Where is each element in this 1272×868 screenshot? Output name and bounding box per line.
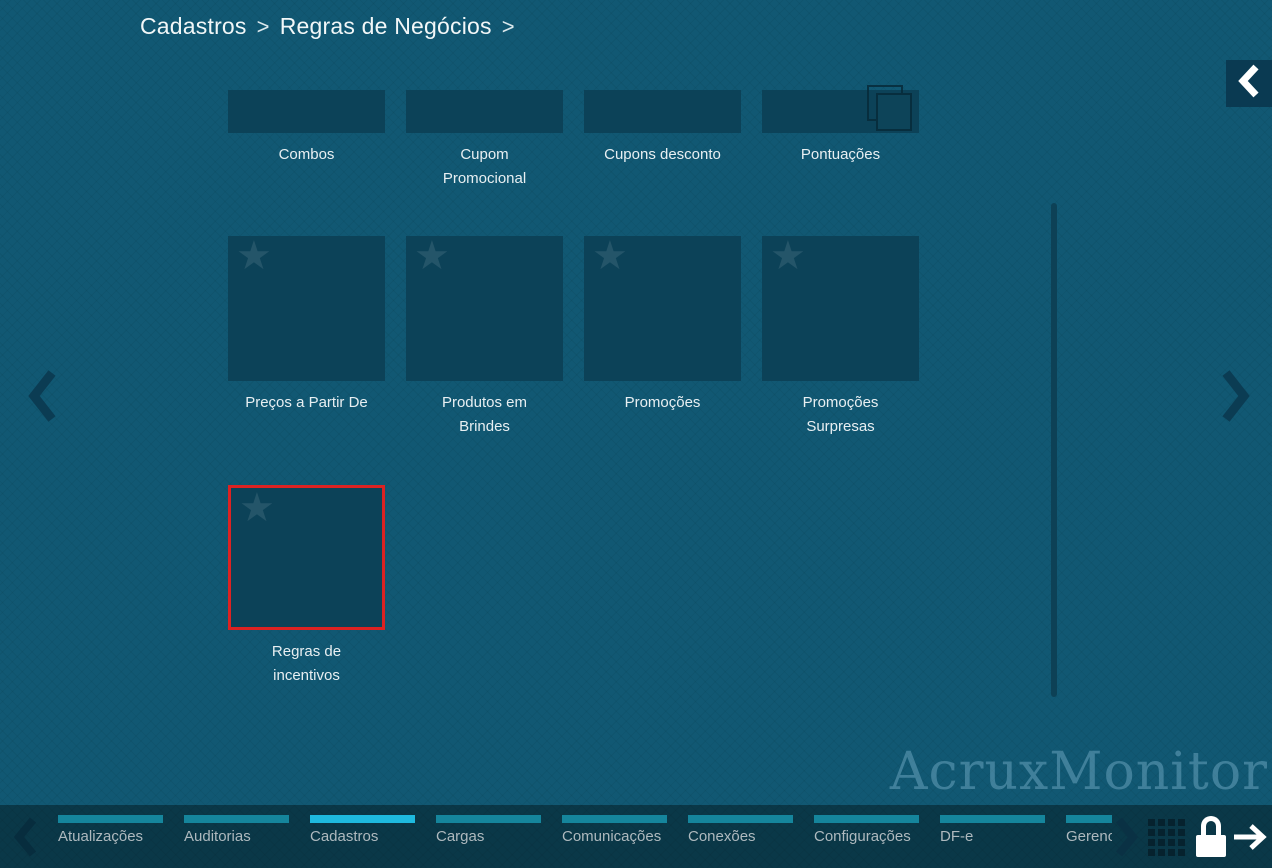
tab-gerenc-clipped[interactable]: Gerenc <box>1066 815 1112 845</box>
tab-label: Conexões <box>688 828 756 845</box>
tab-label: Configurações <box>814 828 911 845</box>
breadcrumb-item-cadastros[interactable]: Cadastros <box>140 13 247 39</box>
tab-dfe[interactable]: DF-e <box>940 815 1045 845</box>
tab-label: DF-e <box>940 828 974 845</box>
bottom-tabs-viewport: Atualizações Auditorias Cadastros Cargas… <box>58 815 1112 868</box>
tile-row-1: Combos Cupom Promocional Cupons desconto… <box>228 85 919 191</box>
nav-scroll-right-button[interactable] <box>1114 817 1140 857</box>
tab-atualizacoes[interactable]: Atualizações <box>58 815 163 845</box>
tab-label: Comunicações <box>562 828 662 845</box>
tile-promocoes[interactable]: ★ <box>584 234 741 381</box>
tile-label: Produtos em Brindes <box>441 394 528 435</box>
tab-indicator-bar <box>184 815 289 823</box>
star-icon: ★ <box>239 486 275 530</box>
collapse-panel-button[interactable] <box>1226 60 1272 107</box>
tab-comunicacoes[interactable]: Comunicações <box>562 815 667 845</box>
tile-label: Pontuações <box>800 146 881 163</box>
tab-indicator-bar <box>814 815 919 823</box>
page-left-button[interactable] <box>24 368 60 424</box>
tab-indicator-bar <box>688 815 793 823</box>
tile-cell: ★ Promoções Surpresas <box>762 234 919 439</box>
tab-indicator-bar <box>1066 815 1112 823</box>
tile-produtos-em-brindes[interactable]: ★ <box>406 234 563 381</box>
tab-cargas[interactable]: Cargas <box>436 815 541 845</box>
tile-cell: Cupons desconto <box>584 90 741 191</box>
tile-cell: Combos <box>228 90 385 191</box>
tab-label: Gerenc <box>1066 828 1112 845</box>
tab-label: Cargas <box>436 828 485 845</box>
vertical-scrollbar[interactable] <box>1051 203 1057 697</box>
brand-watermark: AcruxMonitor <box>889 742 1268 802</box>
page-right-button[interactable] <box>1218 368 1254 424</box>
tile-row-3: ★ Regras de incentivos <box>228 485 385 688</box>
copy-pages-icon <box>867 85 913 131</box>
arrow-right-icon[interactable] <box>1232 823 1268 856</box>
tab-indicator-bar <box>940 815 1045 823</box>
chevron-right-icon <box>1218 370 1254 428</box>
tile-label: Cupons desconto <box>604 146 721 163</box>
breadcrumb-separator-icon: > <box>501 13 515 39</box>
bottom-tabs: Atualizações Auditorias Cadastros Cargas… <box>58 815 1112 845</box>
breadcrumb-separator-icon: > <box>256 13 270 39</box>
tab-auditorias[interactable]: Auditorias <box>184 815 289 845</box>
chevron-left-icon <box>12 817 38 861</box>
tile-label: Promoções Surpresas <box>802 394 879 435</box>
tile-cell: ★ Promoções <box>584 234 741 439</box>
tile-cell: ★ Produtos em Brindes <box>406 234 563 439</box>
chevron-left-icon <box>1237 64 1261 103</box>
tile-precos-a-partir-de[interactable]: ★ <box>228 234 385 381</box>
star-icon: ★ <box>236 234 272 278</box>
tile-pontuacoes[interactable] <box>762 85 919 133</box>
star-icon: ★ <box>592 234 628 278</box>
star-icon: ★ <box>414 234 450 278</box>
tile-row-2: ★ Preços a Partir De ★ Produtos em Brind… <box>228 234 919 439</box>
breadcrumb: Cadastros > Regras de Negócios > <box>140 13 515 40</box>
chevron-right-icon <box>1114 817 1140 861</box>
tile-label: Preços a Partir De <box>245 394 368 411</box>
tile-label: Promoções <box>624 394 701 411</box>
breadcrumb-item-regras-de-negocios[interactable]: Regras de Negócios <box>279 13 492 39</box>
tab-indicator-bar <box>436 815 541 823</box>
tile-label: Combos <box>278 146 335 163</box>
tile-combos[interactable] <box>228 90 385 133</box>
tile-regras-de-incentivos[interactable]: ★ <box>228 485 385 630</box>
tab-conexoes[interactable]: Conexões <box>688 815 793 845</box>
tile-cell: Cupom Promocional <box>406 90 563 191</box>
tab-cadastros[interactable]: Cadastros <box>310 815 415 845</box>
tab-indicator-bar-active <box>310 815 415 823</box>
tile-label: Regras de incentivos <box>271 643 342 684</box>
tab-indicator-bar <box>58 815 163 823</box>
tab-label: Atualizações <box>58 828 144 845</box>
bottom-nav-bar: Atualizações Auditorias Cadastros Cargas… <box>0 805 1272 868</box>
tile-cupom-promocional[interactable] <box>406 90 563 133</box>
tile-promocoes-surpresas[interactable]: ★ <box>762 234 919 381</box>
tab-label: Cadastros <box>310 828 379 845</box>
tile-cupons-desconto[interactable] <box>584 90 741 133</box>
nav-scroll-left-button[interactable] <box>12 817 38 857</box>
tile-cell: Pontuações <box>762 85 919 191</box>
tab-configuracoes[interactable]: Configurações <box>814 815 919 845</box>
tab-indicator-bar <box>562 815 667 823</box>
chevron-left-icon <box>24 370 60 428</box>
lock-icon[interactable] <box>1196 816 1226 857</box>
tile-label: Cupom Promocional <box>442 146 527 187</box>
tile-cell: ★ Regras de incentivos <box>228 485 385 688</box>
tile-cell: ★ Preços a Partir De <box>228 234 385 439</box>
star-icon: ★ <box>770 234 806 278</box>
apps-grid-icon[interactable] <box>1148 819 1185 856</box>
tab-label: Auditorias <box>184 828 251 845</box>
